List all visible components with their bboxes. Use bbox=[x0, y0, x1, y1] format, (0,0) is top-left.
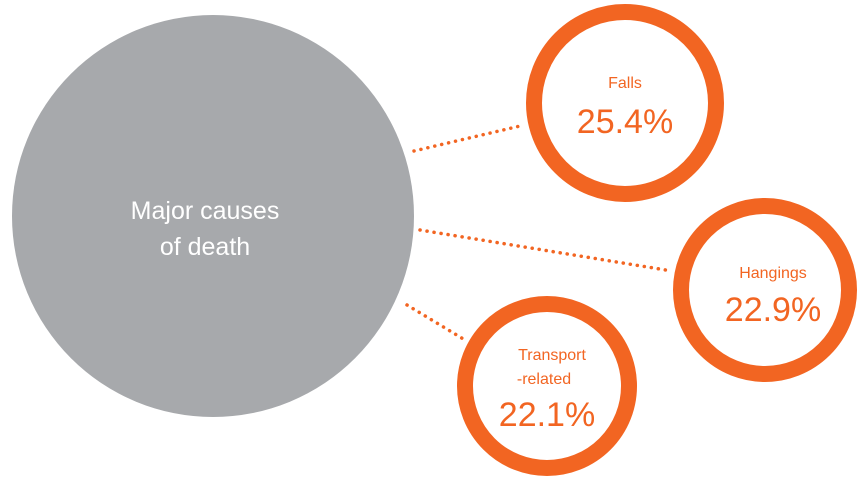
bubble-hangings-label: Hangings bbox=[739, 265, 807, 282]
bubble-hangings-value: 22.9% bbox=[725, 291, 821, 329]
bubble-falls-label: Falls bbox=[608, 75, 642, 92]
connector-hangings bbox=[418, 228, 674, 273]
center-title-line1: Major causes bbox=[131, 197, 280, 225]
bubble-hangings: Hangings 22.9% bbox=[673, 198, 857, 382]
connector-falls bbox=[412, 124, 522, 153]
bubble-hangings-ring bbox=[673, 198, 857, 382]
bubble-transport-label-line2: -related bbox=[517, 371, 571, 388]
bubble-falls: Falls 25.4% bbox=[526, 4, 724, 202]
bubble-falls-value: 25.4% bbox=[577, 103, 673, 141]
bubble-falls-ring bbox=[526, 4, 724, 202]
bubble-transport-label-line1: Transport bbox=[518, 347, 586, 364]
bubble-transport-ring bbox=[457, 296, 637, 476]
center-circle bbox=[12, 15, 414, 417]
center-title-line2: of death bbox=[160, 233, 250, 261]
connector-transport bbox=[405, 303, 467, 342]
bubble-transport: Transport -related 22.1% bbox=[457, 296, 637, 476]
bubble-transport-value: 22.1% bbox=[499, 396, 595, 434]
